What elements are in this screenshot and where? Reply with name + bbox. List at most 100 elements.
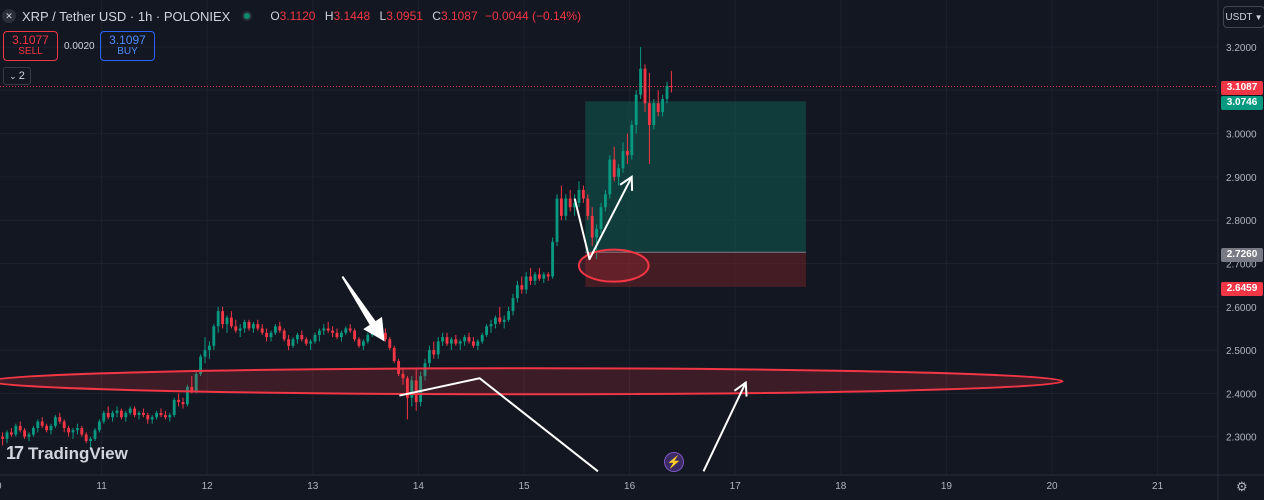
candle-body: [546, 274, 550, 277]
indicators-toggle[interactable]: ⌄ 2: [3, 67, 31, 85]
candle-body: [58, 417, 62, 422]
candle-body: [573, 202, 577, 208]
x-tick-label: 13: [307, 481, 319, 492]
y-tick-label: 2.7000: [1226, 260, 1257, 271]
x-tick-label: 16: [624, 481, 636, 492]
candle-body: [634, 94, 638, 125]
candle-body: [344, 328, 348, 333]
branding-name: TradingView: [28, 443, 128, 463]
candle-body: [53, 417, 57, 426]
candle-body: [212, 326, 216, 346]
chevron-down-icon: ▼: [1254, 12, 1263, 22]
key-level-ellipse: [577, 248, 650, 283]
candle-body: [260, 328, 264, 333]
candle-body: [238, 328, 242, 331]
candle-body: [207, 345, 211, 351]
candle-body: [489, 324, 493, 327]
candle-body: [423, 363, 427, 377]
x-tick-label: 15: [518, 481, 530, 492]
x-tick-label: 18: [835, 481, 847, 492]
candle-body: [199, 356, 203, 374]
candle-body: [661, 98, 665, 112]
market-status-icon[interactable]: [242, 11, 253, 21]
gear-icon[interactable]: ⚙: [1236, 479, 1248, 494]
candle-body: [480, 334, 484, 342]
candle-body: [612, 159, 616, 177]
candle-body: [141, 412, 145, 416]
x-tick-label: 19: [941, 481, 953, 492]
candle-body: [449, 339, 453, 344]
xrp-logo-icon: ✕: [2, 9, 16, 23]
candle-body: [40, 421, 44, 426]
candle-body: [282, 330, 286, 340]
pointer-arrow: [341, 275, 385, 342]
entry-price-label: 2.7260: [1221, 248, 1263, 262]
x-tick-label: 10: [0, 481, 2, 492]
candle-body: [124, 412, 128, 418]
buy-button[interactable]: 3.1097 BUY: [100, 31, 155, 61]
candle-body: [1, 436, 5, 439]
y-tick-label: 2.3000: [1226, 433, 1257, 444]
spread-value: 0.0020: [64, 41, 95, 52]
symbol-title[interactable]: XRP / Tether USD · 1h · POLONIEX: [22, 8, 231, 24]
trend-path: [573, 176, 633, 261]
tradingview-branding[interactable]: 17 TradingView: [6, 443, 128, 464]
candle-body: [221, 311, 225, 325]
currency-selector[interactable]: USDT ▼: [1223, 6, 1264, 28]
target-zone: [585, 101, 806, 253]
high-value: 3.1448: [333, 9, 371, 23]
candle-body: [128, 408, 132, 413]
candle-body: [119, 410, 123, 418]
low-value: 3.0951: [386, 9, 423, 23]
candle-body: [67, 428, 71, 433]
candle-body: [392, 347, 396, 361]
candle-body: [419, 376, 423, 403]
candle-body: [586, 198, 590, 216]
candle-body: [665, 85, 669, 99]
sell-button[interactable]: 3.1077 SELL: [3, 31, 58, 61]
buy-price: 3.1097: [109, 33, 146, 47]
candle-body: [49, 425, 53, 431]
candle-body: [331, 330, 335, 333]
candle-body: [194, 373, 198, 392]
candle-body: [432, 350, 436, 355]
x-tick-label: 14: [413, 481, 425, 492]
candle-body: [617, 168, 621, 177]
candle-body: [652, 103, 656, 125]
y-tick-label: 3.2000: [1226, 43, 1257, 54]
candle-body: [97, 421, 101, 431]
candle-body: [106, 412, 110, 418]
candle-body: [463, 337, 467, 342]
candle-body: [89, 438, 93, 442]
candle-body: [656, 103, 660, 112]
candle-body: [397, 360, 401, 374]
candle-body: [23, 430, 27, 437]
candle-body: [520, 285, 524, 290]
candle-body: [507, 311, 511, 320]
candle-body: [247, 321, 251, 329]
key-level-ellipse: [0, 367, 1064, 396]
y-tick-label: 3.0000: [1226, 130, 1257, 141]
candle-body: [216, 311, 220, 327]
candle-body: [115, 410, 119, 413]
indicators-count: 2: [18, 70, 25, 82]
open-value: 3.1120: [279, 9, 316, 23]
arrow-head: [733, 380, 748, 397]
target-price-label: 3.0746: [1221, 96, 1263, 110]
candle-body: [309, 341, 313, 344]
candle-body: [339, 332, 343, 338]
candle-body: [551, 241, 555, 277]
ohlc-values: O3.1120 H3.1448 L3.0951 C3.1087 −0.0044 …: [264, 9, 581, 23]
lightning-icon[interactable]: ⚡: [664, 452, 684, 472]
candle-body: [203, 350, 207, 357]
close-key: C: [432, 9, 441, 23]
candle-body: [366, 334, 370, 342]
candle-body: [537, 274, 541, 279]
x-tick-label: 17: [730, 481, 742, 492]
candle-body: [639, 68, 643, 95]
candle-body: [458, 341, 462, 344]
candle-body: [467, 337, 471, 342]
x-tick-label: 12: [202, 481, 214, 492]
low-key: L: [379, 9, 387, 23]
